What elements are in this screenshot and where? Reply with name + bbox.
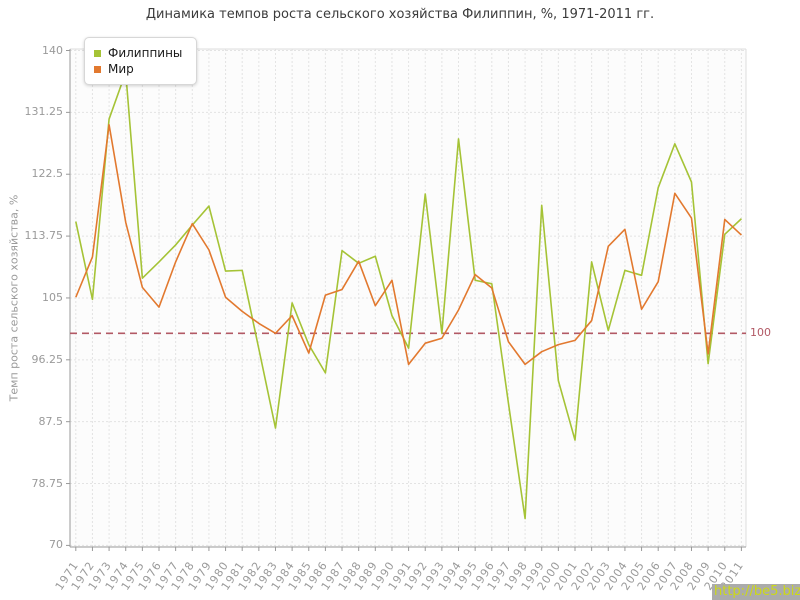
watermark-link[interactable]: http://be5.biz/: [712, 584, 800, 600]
y-axis-tick-label: 96.25: [31, 352, 64, 366]
guide-value-label: 100: [750, 326, 771, 340]
y-axis-tick-label: 78.75: [31, 476, 64, 490]
y-axis-tick-label: 105: [42, 290, 63, 304]
y-axis-tick-label: 113.75: [24, 229, 64, 243]
y-axis-tick-label: 131.25: [24, 105, 64, 119]
philippines-color-swatch-icon: [94, 49, 101, 57]
y-axis-tick-label: 140: [42, 43, 63, 57]
legend-item-philippines: Филиппины: [94, 46, 182, 60]
legend: Филиппины Мир: [84, 37, 198, 85]
legend-label-world: Мир: [108, 62, 134, 76]
legend-label-philippines: Филиппины: [108, 46, 183, 60]
y-axis-tick-label: 122.5: [31, 167, 64, 181]
series-line-world: [75, 123, 742, 366]
y-axis-tick-label: 70: [49, 538, 63, 552]
world-color-swatch-icon: [94, 65, 101, 73]
y-axis-tick-label: 87.5: [38, 414, 64, 428]
chart-title: Динамика темпов роста сельского хозяйств…: [145, 7, 655, 22]
series-line-philippines: [75, 71, 742, 520]
legend-item-world: Мир: [94, 62, 182, 76]
